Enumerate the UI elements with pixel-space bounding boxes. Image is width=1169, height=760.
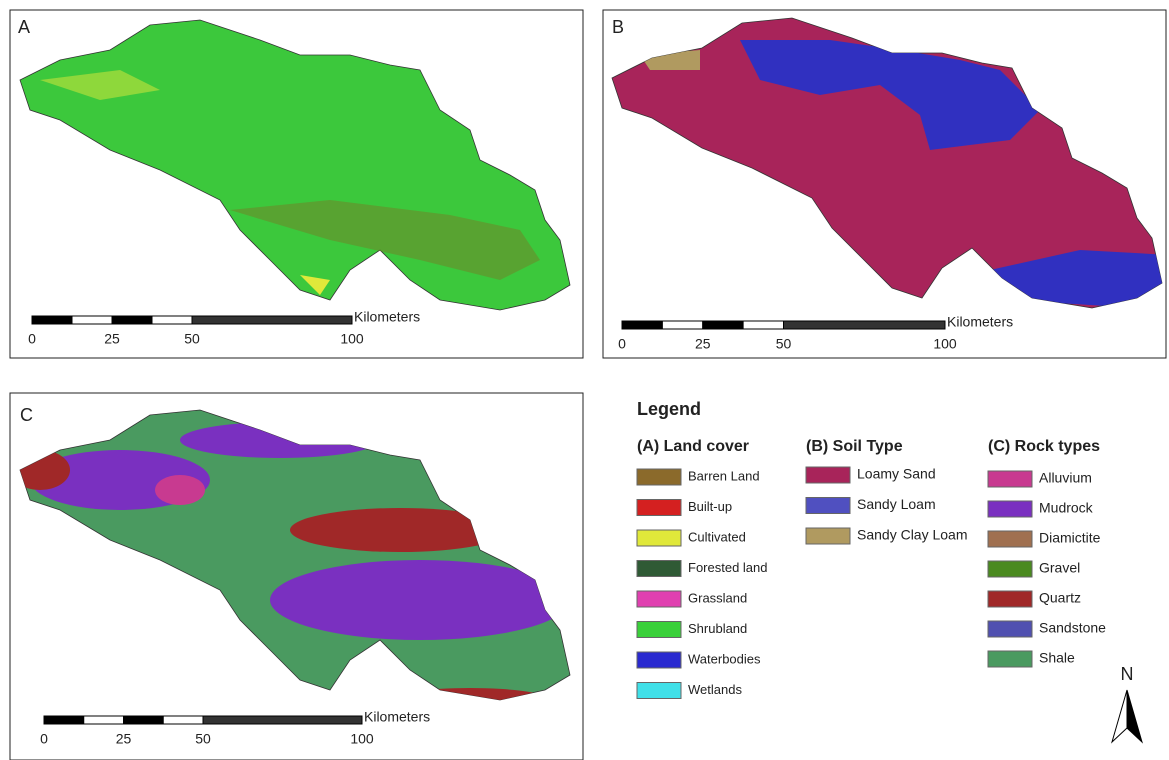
legend-swatch xyxy=(637,469,681,485)
legend-label: Loamy Sand xyxy=(857,466,936,482)
scale-unit: Kilometers xyxy=(947,314,1013,330)
scale-tick-label: 25 xyxy=(695,336,711,352)
legend-swatch xyxy=(806,528,850,544)
panel-label: B xyxy=(612,17,624,37)
legend-swatch xyxy=(637,591,681,607)
legend-heading: (B) Soil Type xyxy=(806,438,903,455)
scale-unit: Kilometers xyxy=(364,709,430,725)
legend-label: Sandstone xyxy=(1039,620,1106,636)
legend-heading: (A) Land cover xyxy=(637,438,749,455)
map-b xyxy=(612,18,1169,310)
scale-segment xyxy=(152,316,192,324)
scale-tick-label: 0 xyxy=(618,336,626,352)
legend-label: Cultivated xyxy=(688,529,746,544)
legend-swatch xyxy=(637,500,681,516)
north-arrow: N xyxy=(1112,664,1142,742)
legend-label: Waterbodies xyxy=(688,651,761,666)
scale-tick-label: 100 xyxy=(350,731,374,747)
legend-swatch xyxy=(637,561,681,577)
legend-swatch xyxy=(806,467,850,483)
legend-swatch xyxy=(988,501,1032,517)
panel-label: C xyxy=(20,405,33,425)
map-a xyxy=(20,20,570,310)
legend-label: Forested land xyxy=(688,560,768,575)
scale-segment xyxy=(72,316,112,324)
scale-tick-label: 50 xyxy=(184,331,200,347)
legend-swatch xyxy=(637,652,681,668)
legend-swatch xyxy=(988,651,1032,667)
legend-label: Built-up xyxy=(688,499,732,514)
legend-swatch xyxy=(988,561,1032,577)
scale-tick-label: 25 xyxy=(104,331,120,347)
legend-label: Shrubland xyxy=(688,621,747,636)
legend-label: Shale xyxy=(1039,650,1075,666)
legend-label: Mudrock xyxy=(1039,500,1094,516)
legend-swatch xyxy=(637,622,681,638)
legend-swatch xyxy=(988,591,1032,607)
scale-unit: Kilometers xyxy=(354,309,420,325)
legend-label: Sandy Loam xyxy=(857,496,936,512)
scale-segment xyxy=(32,316,72,324)
scale-segment xyxy=(44,716,84,724)
legend-swatch xyxy=(806,498,850,514)
scale-tick-label: 0 xyxy=(28,331,36,347)
legend-swatch xyxy=(988,531,1032,547)
scale-segment xyxy=(622,321,662,329)
legend-swatch xyxy=(988,471,1032,487)
map-c xyxy=(10,410,570,712)
legend-label: Quartz xyxy=(1039,590,1081,606)
scale-tick-label: 25 xyxy=(116,731,132,747)
scale-segment xyxy=(662,321,702,329)
legend-swatch xyxy=(988,621,1032,637)
scale-tick-label: 0 xyxy=(40,731,48,747)
north-label: N xyxy=(1121,664,1134,684)
panel-label: A xyxy=(18,17,30,37)
scale-segment xyxy=(84,716,124,724)
legend-title: Legend xyxy=(637,399,701,419)
scale-tick-label: 100 xyxy=(933,336,957,352)
scale-segment xyxy=(743,321,783,329)
legend-label: Sandy Clay Loam xyxy=(857,527,968,543)
legend-label: Gravel xyxy=(1039,560,1080,576)
legend-label: Diamictite xyxy=(1039,530,1101,546)
legend-swatch xyxy=(637,683,681,699)
scale-tick-label: 100 xyxy=(340,331,364,347)
legend-label: Alluvium xyxy=(1039,470,1092,486)
scale-segment xyxy=(163,716,203,724)
scale-tick-label: 50 xyxy=(776,336,792,352)
figure: A 0 25 50 100 Kilometers B 0 25 50 100 Kilometers C 0… xyxy=(0,0,1169,760)
legend-label: Wetlands xyxy=(688,682,742,697)
scale-tick-label: 50 xyxy=(195,731,211,747)
legend-swatch xyxy=(637,530,681,546)
legend-label: Grassland xyxy=(688,590,747,605)
legend-label: Barren Land xyxy=(688,468,760,483)
scale-segment xyxy=(124,716,164,724)
scale-segment xyxy=(703,321,743,329)
legend-heading: (C) Rock types xyxy=(988,438,1100,455)
scale-segment xyxy=(112,316,152,324)
